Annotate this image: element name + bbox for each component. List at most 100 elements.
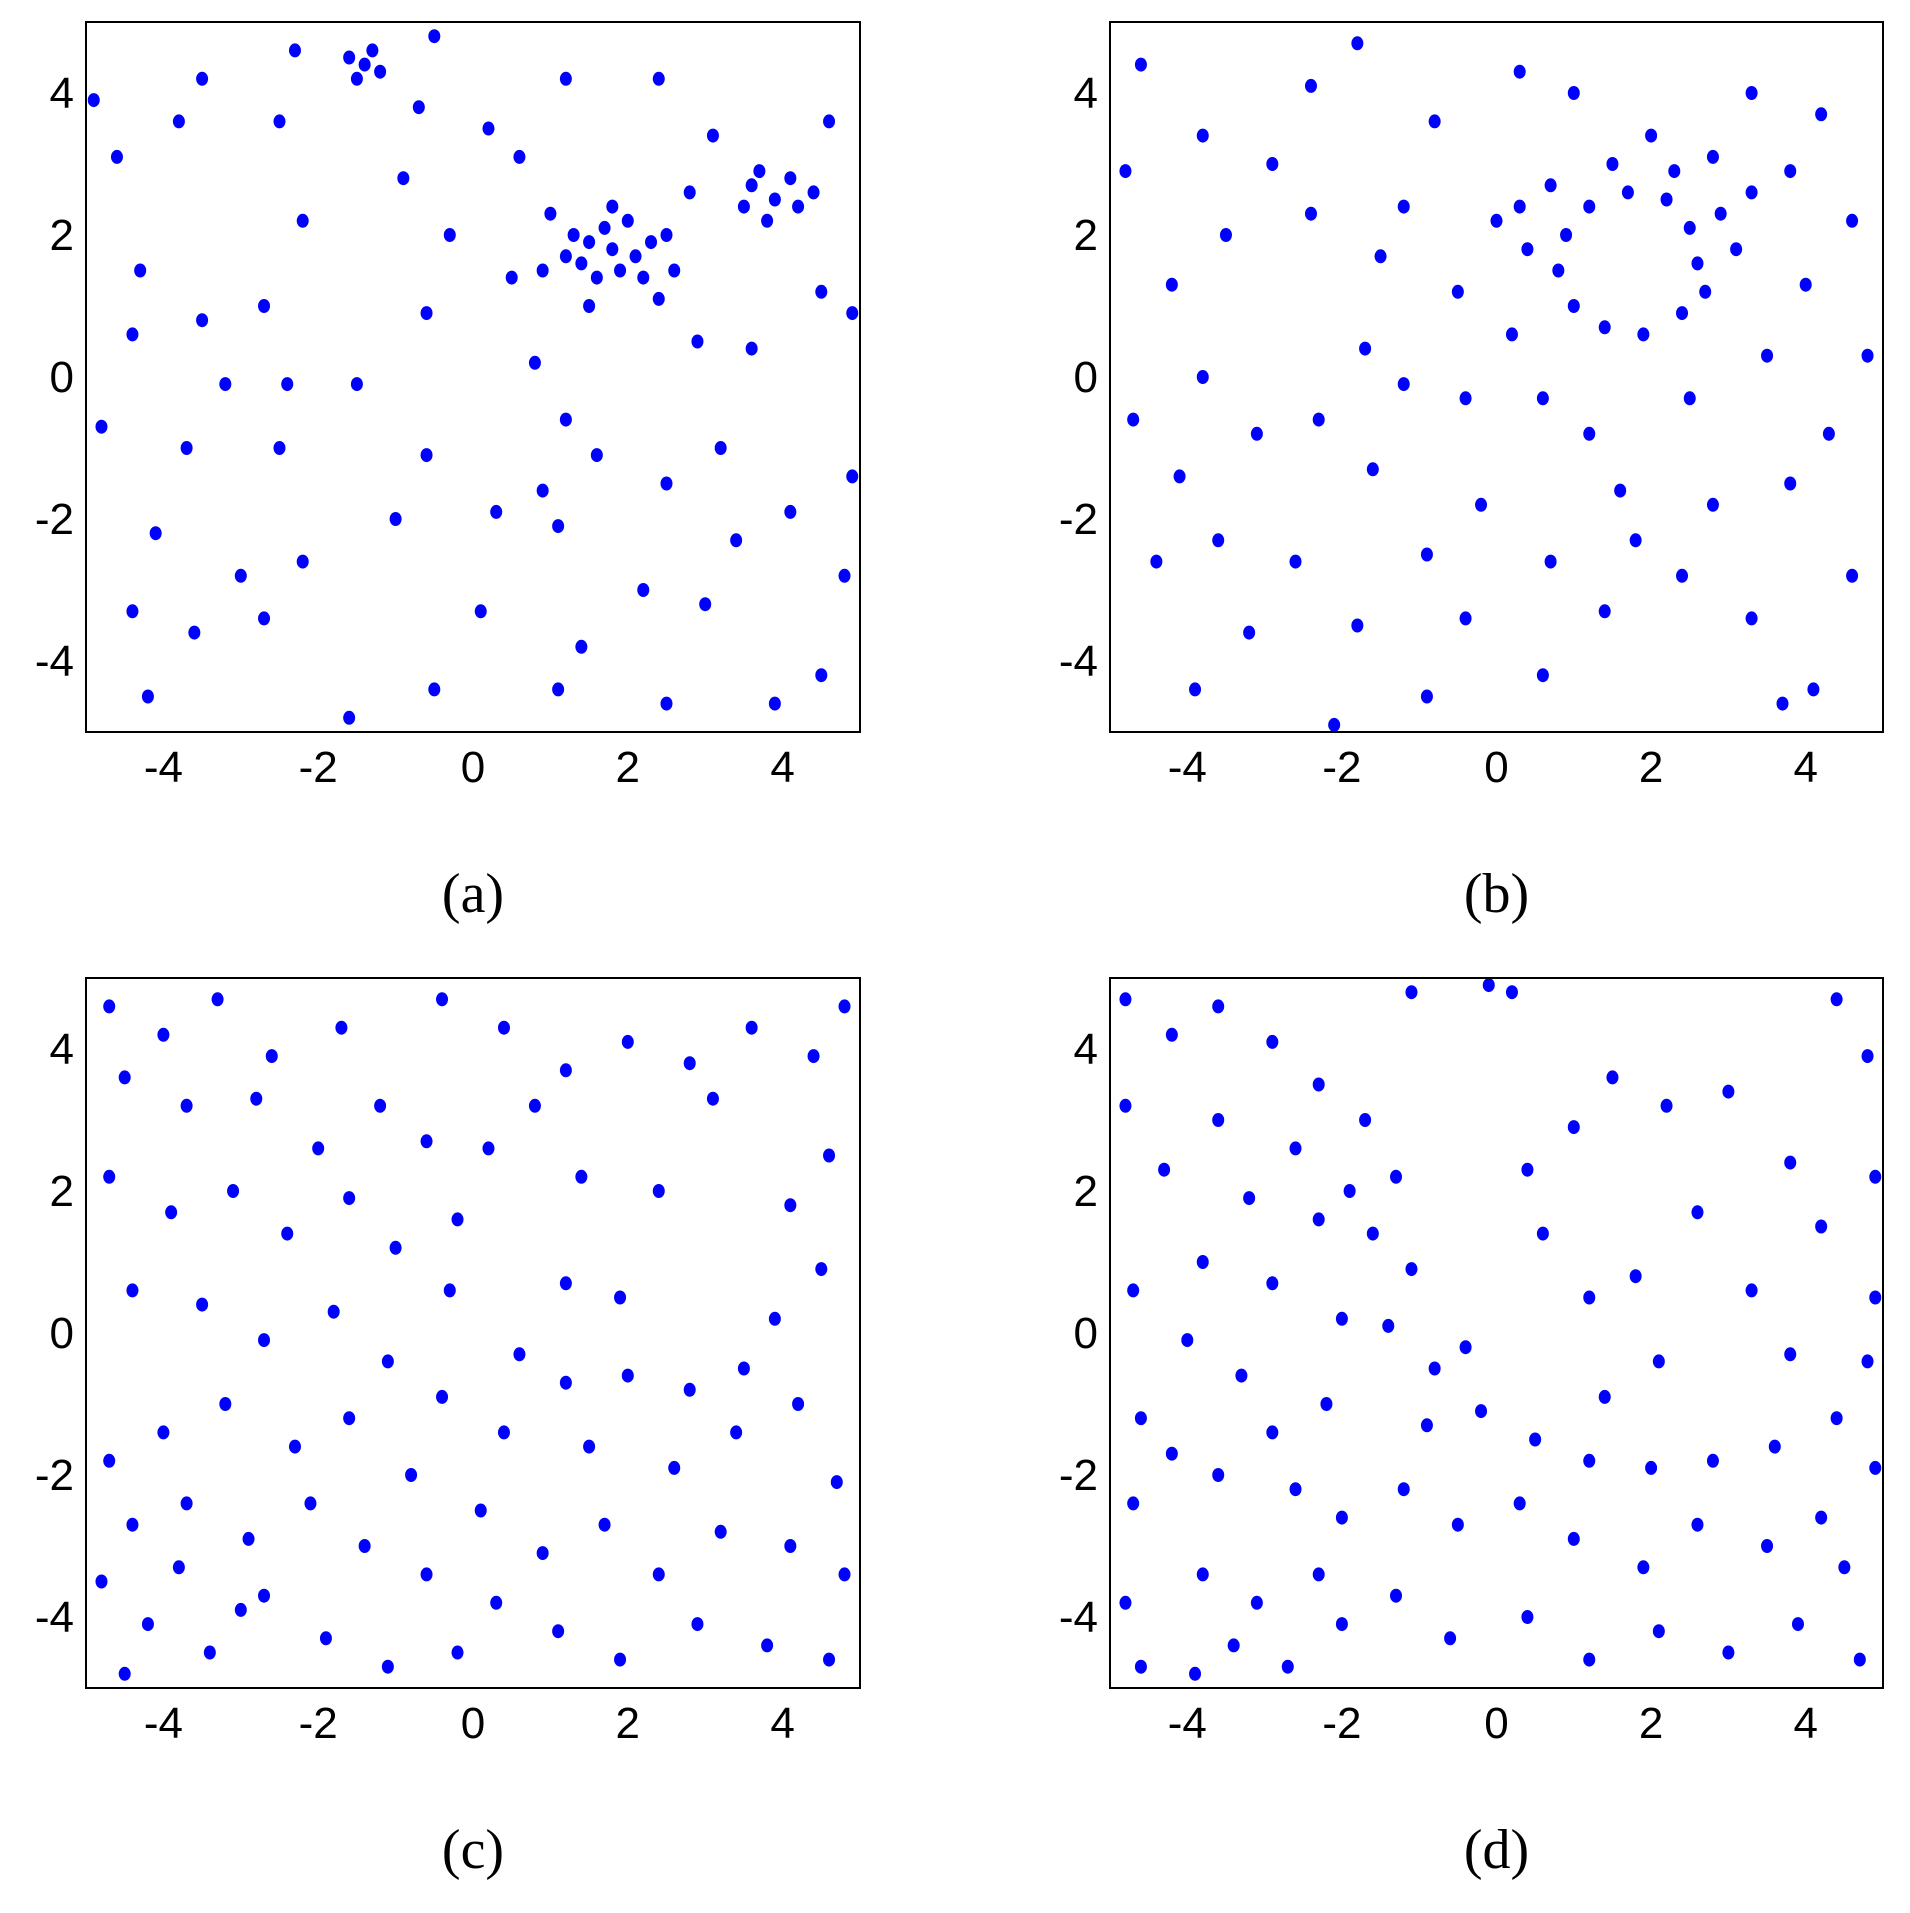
point <box>343 710 356 725</box>
point <box>250 1091 263 1106</box>
x-tick-label: -2 <box>299 743 338 792</box>
point <box>1235 1368 1248 1383</box>
point <box>1822 426 1835 441</box>
point <box>1351 36 1364 51</box>
point <box>1660 1098 1673 1113</box>
point <box>768 696 781 711</box>
point <box>1652 1624 1665 1639</box>
point <box>714 1524 727 1539</box>
point <box>1861 348 1874 363</box>
plot-frame <box>1109 977 1884 1689</box>
point <box>1219 228 1232 242</box>
point <box>792 199 805 214</box>
point <box>474 1503 487 1518</box>
point <box>1127 1496 1140 1511</box>
y-tick-label: 0 <box>1074 1309 1098 1358</box>
point <box>1374 249 1387 264</box>
point <box>1312 1077 1325 1092</box>
caption: (d) <box>1464 1819 1529 1881</box>
point <box>745 341 758 356</box>
point <box>730 533 743 548</box>
x-tick-label: -4 <box>1168 1699 1207 1748</box>
y-tick-label: -4 <box>1059 1593 1098 1642</box>
point <box>1784 1347 1797 1362</box>
point <box>823 1652 836 1667</box>
point <box>95 419 108 434</box>
point <box>1505 327 1518 342</box>
point <box>1629 533 1642 548</box>
point <box>1536 1226 1549 1241</box>
point <box>838 1567 851 1582</box>
x-tick-label: 4 <box>770 743 794 792</box>
plot-frame <box>1109 21 1884 733</box>
point <box>1505 985 1518 1000</box>
point <box>281 377 294 392</box>
point <box>497 1425 510 1440</box>
point <box>513 149 526 164</box>
point <box>1165 1027 1178 1042</box>
point <box>846 306 859 321</box>
point <box>737 1361 750 1376</box>
caption: (c) <box>442 1819 504 1881</box>
y-tick-label: -4 <box>1059 637 1098 686</box>
point <box>118 1070 131 1085</box>
point <box>1119 1595 1132 1610</box>
point <box>180 1098 193 1113</box>
point <box>559 249 572 264</box>
y-tick-label: 4 <box>50 1025 74 1074</box>
point <box>397 171 410 186</box>
point <box>1320 1397 1333 1411</box>
point <box>1289 554 1302 569</box>
point <box>637 270 650 285</box>
point <box>389 512 402 526</box>
point <box>1335 1617 1348 1632</box>
y-tick-label: -2 <box>1059 495 1098 544</box>
point <box>350 377 363 392</box>
point <box>1428 1361 1441 1376</box>
x-tick-label: 0 <box>461 743 485 792</box>
point <box>1598 320 1611 335</box>
point <box>273 114 286 129</box>
point <box>1691 1517 1704 1532</box>
point <box>1451 284 1464 299</box>
point <box>1119 992 1132 1007</box>
point <box>830 1475 843 1490</box>
point <box>1567 299 1580 313</box>
point <box>1266 1034 1279 1049</box>
point <box>1606 1070 1619 1085</box>
point <box>420 306 433 321</box>
plot-frame <box>85 977 861 1689</box>
y-tick-label: 4 <box>1074 1025 1098 1074</box>
point <box>1513 64 1526 79</box>
point <box>157 1027 170 1042</box>
point <box>1846 213 1859 228</box>
x-tick-label: -2 <box>299 1699 338 1748</box>
point <box>598 220 611 235</box>
point <box>1598 1389 1611 1404</box>
point <box>188 625 201 640</box>
point <box>1521 1610 1534 1624</box>
point <box>141 689 154 704</box>
point <box>1343 1184 1356 1198</box>
point <box>110 149 123 164</box>
point <box>412 100 425 115</box>
point <box>1583 1290 1596 1305</box>
point <box>1119 164 1132 179</box>
point <box>451 1212 464 1227</box>
point <box>126 604 139 619</box>
plot-frame <box>85 21 861 733</box>
point <box>1405 1262 1418 1277</box>
point <box>1544 178 1557 193</box>
point <box>621 1034 634 1049</box>
point <box>1567 86 1580 100</box>
point <box>474 604 487 619</box>
point <box>1382 1318 1395 1333</box>
point <box>436 992 449 1007</box>
point <box>1444 1631 1457 1646</box>
point <box>1196 1255 1209 1269</box>
point <box>660 476 673 491</box>
point <box>660 228 673 242</box>
point <box>1459 391 1472 406</box>
point <box>1761 348 1774 363</box>
